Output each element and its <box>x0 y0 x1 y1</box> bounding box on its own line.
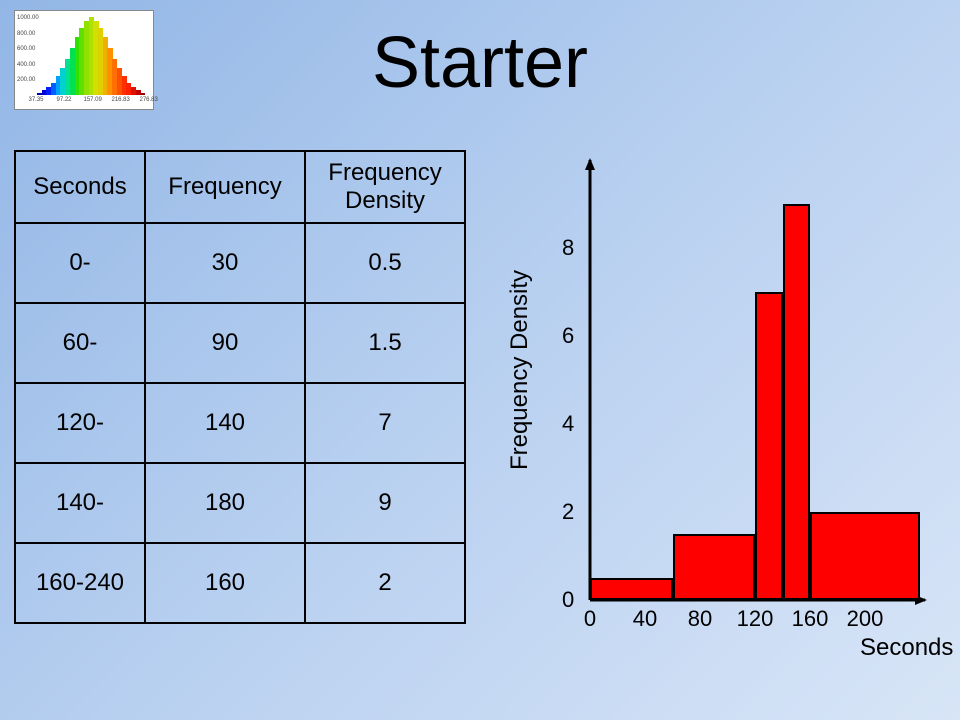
table-cell: 30 <box>145 223 305 303</box>
histogram-bar <box>673 534 756 600</box>
x-tick: 0 <box>584 606 596 632</box>
x-tick: 80 <box>688 606 712 632</box>
thumb-y-label: 1000.00 <box>17 15 39 21</box>
x-axis-label: Seconds <box>860 634 953 662</box>
page-title: Starter <box>0 22 960 104</box>
table-cell: 160-240 <box>15 543 145 623</box>
y-tick: 0 <box>562 587 574 613</box>
table-row: 120-1407 <box>15 383 465 463</box>
x-tick: 120 <box>737 606 774 632</box>
histogram-bar <box>755 292 783 600</box>
table-cell: 2 <box>305 543 465 623</box>
y-tick: 4 <box>562 411 574 437</box>
table-header: Frequency <box>145 151 305 223</box>
table-cell: 0.5 <box>305 223 465 303</box>
table-cell: 1.5 <box>305 303 465 383</box>
table-cell: 180 <box>145 463 305 543</box>
table-cell: 160 <box>145 543 305 623</box>
table-cell: 140 <box>145 383 305 463</box>
table-cell: 90 <box>145 303 305 383</box>
x-tick: 200 <box>847 606 884 632</box>
table-header: Seconds <box>15 151 145 223</box>
y-tick: 6 <box>562 323 574 349</box>
table-cell: 0- <box>15 223 145 303</box>
table-row: 60-901.5 <box>15 303 465 383</box>
histogram-chart: Frequency Density 04080120160200 02468 S… <box>520 150 940 670</box>
table-cell: 60- <box>15 303 145 383</box>
table-cell: 9 <box>305 463 465 543</box>
x-tick: 160 <box>792 606 829 632</box>
x-tick: 40 <box>633 606 657 632</box>
table-row: 160-2401602 <box>15 543 465 623</box>
histogram-bar <box>590 578 673 600</box>
y-axis-label: Frequency Density <box>506 270 534 470</box>
table-cell: 7 <box>305 383 465 463</box>
table-header: FrequencyDensity <box>305 151 465 223</box>
histogram-bar <box>783 204 811 600</box>
table-row: 140-1809 <box>15 463 465 543</box>
y-tick: 2 <box>562 499 574 525</box>
histogram-bar <box>810 512 920 600</box>
table-cell: 120- <box>15 383 145 463</box>
frequency-table: SecondsFrequencyFrequencyDensity 0-300.5… <box>14 150 466 624</box>
plot-area <box>590 160 920 600</box>
y-tick: 8 <box>562 235 574 261</box>
table-row: 0-300.5 <box>15 223 465 303</box>
table-cell: 140- <box>15 463 145 543</box>
